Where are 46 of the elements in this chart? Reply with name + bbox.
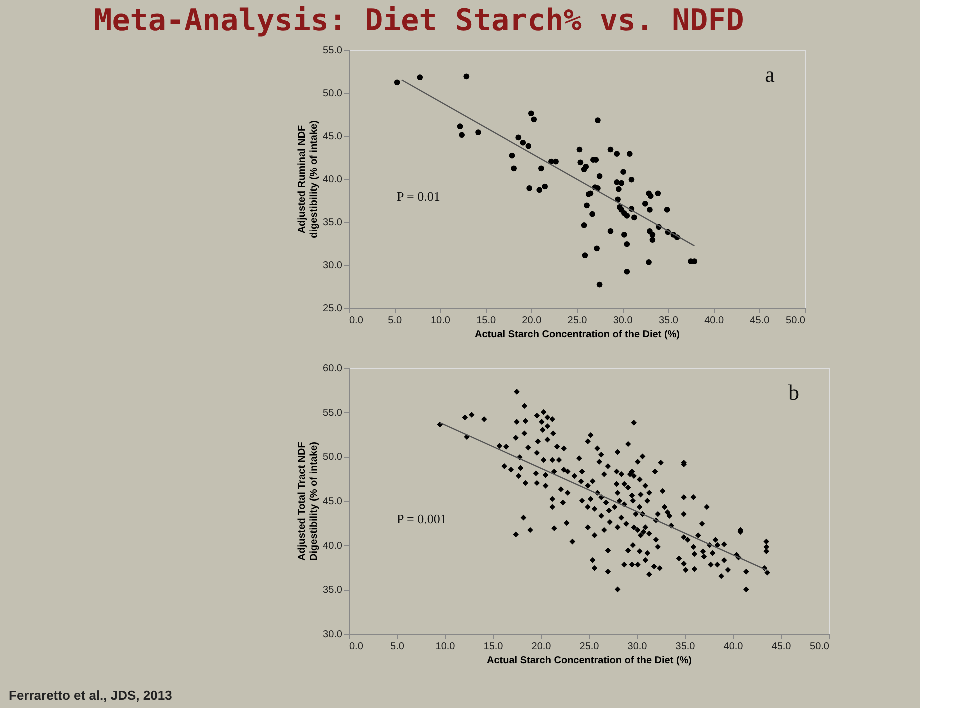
x-tick-label: 10.0 — [436, 642, 456, 652]
annotation: P = 0.001 — [397, 512, 447, 527]
y-tick-label: 45.0 — [323, 496, 343, 508]
x-tick-label: 30.0 — [628, 642, 648, 652]
x-tick-label: 50.0 — [786, 316, 806, 326]
x-tick-label: 45.0 — [772, 642, 792, 652]
annotation: b — [788, 380, 800, 405]
text: Ferraretto et al., JDS, 2013 — [9, 688, 172, 703]
y-tick-label: 50.0 — [323, 452, 343, 464]
x-tick-label: 15.0 — [476, 316, 496, 326]
y-tick-label: 35.0 — [323, 585, 343, 596]
x-axis-title: Actual Starch Concentration of the Diet (%) — [474, 330, 680, 340]
x-tick-label: 25.0 — [568, 316, 588, 326]
y-tick-label: 60.0 — [323, 364, 343, 374]
y-axis-title: Adjusted Ruminal NDF digestibility (% of intake) — [297, 120, 320, 238]
x-axis-title: Actual Starch Concentration of the Diet (%) — [486, 656, 692, 666]
x-tick-label: 25.0 — [580, 642, 600, 652]
x-tick-label: 30.0 — [613, 316, 634, 326]
x-tick-label: 10.0 — [430, 316, 451, 326]
y-tick-label: 30.0 — [323, 630, 343, 640]
x-tick-label: 5.0 — [388, 316, 402, 326]
x-tick-label: 35.0 — [658, 316, 679, 326]
y-tick-label: 30.0 — [323, 260, 343, 272]
y-tick-label: 40.0 — [323, 174, 343, 186]
x-tick-label: 0.0 — [350, 316, 364, 326]
y-tick-label: 35.0 — [323, 218, 343, 228]
x-tick-label: 35.0 — [676, 642, 696, 652]
x-tick-label: 20.0 — [522, 316, 542, 326]
x-tick-label: 40.0 — [704, 316, 724, 326]
y-tick-label: 55.0 — [323, 408, 343, 419]
x-tick-label: 15.0 — [484, 642, 504, 652]
x-tick-label: 45.0 — [750, 316, 770, 326]
y-tick-label: 40.0 — [323, 540, 343, 552]
y-tick-label: 55.0 — [323, 46, 343, 56]
chart-title: Meta-Analysis: Diet Starch% vs. NDFD — [94, 4, 744, 38]
x-tick-label: 5.0 — [390, 642, 405, 652]
x-tick-label: 40.0 — [724, 642, 744, 652]
annotation: P = 0.01 — [397, 189, 440, 204]
y-tick-label: 50.0 — [323, 88, 343, 100]
annotation: a — [765, 62, 776, 87]
x-tick-label: 20.0 — [532, 642, 552, 652]
x-tick-label: 0.0 — [350, 642, 364, 652]
y-tick-label: 45.0 — [323, 132, 343, 142]
y-tick-label: 25.0 — [323, 304, 343, 314]
x-tick-label: 50.0 — [810, 642, 830, 652]
y-axis-title: Adjusted Total Tract NDF Digestibility (% of intake) — [297, 442, 320, 561]
